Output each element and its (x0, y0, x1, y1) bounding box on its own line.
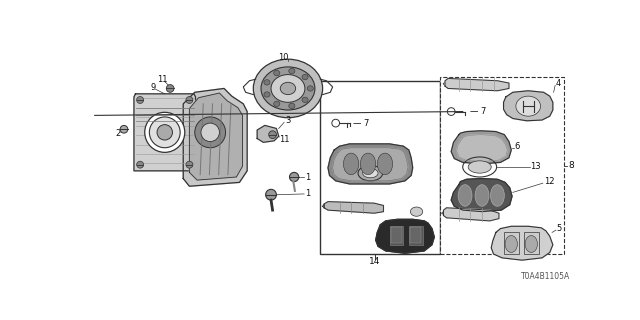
Ellipse shape (307, 86, 314, 91)
Bar (390, 226, 403, 245)
Text: 1: 1 (305, 172, 310, 181)
Ellipse shape (266, 189, 276, 200)
Ellipse shape (149, 117, 180, 148)
Bar (391, 227, 402, 243)
Bar (320, 81, 440, 254)
Ellipse shape (468, 161, 492, 173)
Ellipse shape (378, 153, 393, 175)
Polygon shape (328, 144, 413, 184)
Text: T0A4B1105A: T0A4B1105A (520, 272, 570, 281)
Text: 11: 11 (157, 76, 168, 84)
Text: 11: 11 (280, 135, 290, 144)
Polygon shape (445, 78, 509, 91)
Ellipse shape (289, 172, 299, 182)
Ellipse shape (120, 125, 128, 133)
Ellipse shape (490, 185, 504, 206)
Ellipse shape (360, 153, 376, 175)
Text: 10: 10 (278, 53, 289, 62)
Ellipse shape (289, 103, 295, 108)
Ellipse shape (289, 68, 295, 74)
Ellipse shape (186, 161, 193, 168)
Ellipse shape (137, 97, 143, 103)
Ellipse shape (166, 84, 174, 92)
Ellipse shape (145, 112, 185, 152)
Ellipse shape (201, 123, 220, 141)
Bar (410, 227, 421, 243)
Text: 15: 15 (387, 169, 397, 178)
Ellipse shape (475, 185, 489, 206)
Ellipse shape (363, 169, 378, 178)
Polygon shape (444, 208, 499, 221)
Bar (524, 232, 539, 254)
Ellipse shape (458, 185, 472, 206)
Text: — 7: — 7 (470, 107, 486, 116)
Text: 9: 9 (150, 83, 156, 92)
Polygon shape (134, 94, 196, 171)
Polygon shape (189, 93, 243, 180)
Ellipse shape (264, 92, 270, 97)
Ellipse shape (137, 161, 143, 168)
Text: — 7: — 7 (353, 119, 370, 128)
Ellipse shape (269, 131, 276, 139)
Text: 14: 14 (369, 257, 381, 266)
Text: 3: 3 (285, 116, 291, 125)
Ellipse shape (410, 207, 422, 216)
Text: 6: 6 (515, 142, 520, 151)
Polygon shape (183, 88, 247, 186)
Text: 4: 4 (556, 79, 561, 88)
Bar (440, 77, 564, 254)
Ellipse shape (505, 236, 517, 252)
Ellipse shape (157, 124, 172, 140)
Ellipse shape (302, 97, 308, 102)
Ellipse shape (516, 96, 541, 116)
Ellipse shape (261, 67, 315, 110)
Polygon shape (456, 135, 508, 162)
Text: 5: 5 (557, 224, 562, 233)
Ellipse shape (525, 236, 538, 252)
Text: 8: 8 (568, 161, 574, 170)
Ellipse shape (195, 117, 225, 148)
Text: 13: 13 (531, 163, 541, 172)
Ellipse shape (344, 153, 359, 175)
Polygon shape (504, 91, 553, 121)
Ellipse shape (271, 75, 305, 102)
Ellipse shape (280, 82, 296, 95)
Text: 2: 2 (115, 129, 121, 138)
Ellipse shape (274, 101, 280, 107)
Bar (504, 232, 519, 254)
Polygon shape (257, 125, 279, 142)
Ellipse shape (186, 97, 193, 103)
Polygon shape (323, 204, 324, 208)
Ellipse shape (274, 70, 280, 76)
Bar (409, 226, 422, 245)
Polygon shape (492, 226, 553, 260)
Polygon shape (324, 202, 383, 213)
Text: 1: 1 (305, 189, 310, 198)
Polygon shape (376, 219, 435, 253)
Ellipse shape (302, 74, 308, 80)
Polygon shape (451, 179, 512, 212)
Polygon shape (333, 148, 408, 181)
Ellipse shape (264, 80, 270, 85)
Ellipse shape (253, 59, 323, 118)
Text: 12: 12 (543, 177, 554, 186)
Polygon shape (451, 131, 511, 164)
